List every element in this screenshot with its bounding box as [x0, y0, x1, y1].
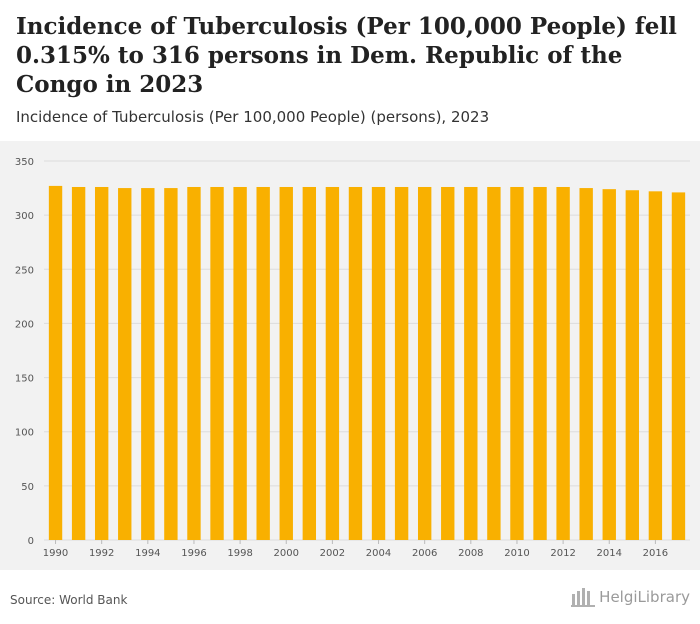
chart-footer: Source: World Bank HelgiLibrary [0, 570, 700, 624]
bar [625, 190, 640, 540]
x-tick-label: 2000 [274, 548, 299, 559]
bar [118, 188, 132, 541]
bar [210, 186, 224, 540]
library-icon [571, 588, 596, 607]
bar [394, 186, 409, 540]
bar [71, 186, 86, 540]
brand-logo[interactable]: HelgiLibrary [571, 587, 690, 607]
x-tick-label: 1990 [43, 548, 68, 559]
bar [464, 186, 478, 540]
chart-header: Incidence of Tuberculosis (Per 100,000 P… [0, 0, 700, 141]
bar [279, 186, 293, 540]
y-tick-label: 300 [15, 211, 34, 222]
y-tick-label: 150 [15, 374, 34, 385]
y-tick-label: 100 [15, 428, 34, 439]
bar [487, 186, 501, 540]
bar [371, 186, 386, 540]
bar [417, 186, 432, 540]
x-tick-label: 2008 [458, 548, 483, 559]
x-tick-label: 2002 [320, 548, 345, 559]
bar [671, 192, 686, 540]
x-tick-label: 1994 [135, 548, 160, 559]
bar [556, 186, 570, 540]
brand-name: HelgiLibrary [599, 588, 690, 606]
bar [256, 186, 270, 540]
chart-subtitle: Incidence of Tuberculosis (Per 100,000 P… [16, 108, 490, 126]
x-tick-label: 1996 [181, 548, 206, 559]
bar [441, 186, 455, 540]
bar [348, 186, 363, 540]
bar [164, 188, 178, 541]
bar [141, 188, 155, 541]
bar [579, 188, 593, 541]
bar [187, 186, 201, 540]
y-tick-label: 200 [15, 319, 34, 330]
x-tick-label: 2014 [597, 548, 622, 559]
x-tick-label: 2016 [643, 548, 668, 559]
y-tick-label: 250 [15, 265, 34, 276]
y-tick-label: 50 [21, 482, 34, 493]
bar [325, 186, 340, 540]
bar [94, 186, 109, 540]
chart-title: Incidence of Tuberculosis (Per 100,000 P… [16, 13, 677, 98]
x-tick-label: 1992 [89, 548, 114, 559]
bar [510, 186, 524, 540]
bar-chart: 0 50 100 150 200 250 300 350 1990 1992 1994 1996 199… [15, 157, 690, 559]
chart-area: 0 50 100 150 200 250 300 350 1990 1992 1994 1996 199… [0, 141, 700, 570]
x-tick-label: 2012 [550, 548, 575, 559]
x-tick-label: 2006 [412, 548, 437, 559]
source-label: Source: World Bank [10, 593, 128, 607]
bar [533, 186, 547, 540]
y-tick-label: 0 [28, 536, 34, 547]
bar [302, 186, 317, 540]
bar [648, 191, 663, 540]
x-tick-label: 2010 [504, 548, 529, 559]
bar [233, 186, 247, 540]
x-tick-label: 2004 [366, 548, 391, 559]
bar [602, 189, 616, 540]
y-tick-label: 350 [15, 157, 34, 168]
x-tick-label: 1998 [227, 548, 252, 559]
bar [48, 185, 63, 541]
